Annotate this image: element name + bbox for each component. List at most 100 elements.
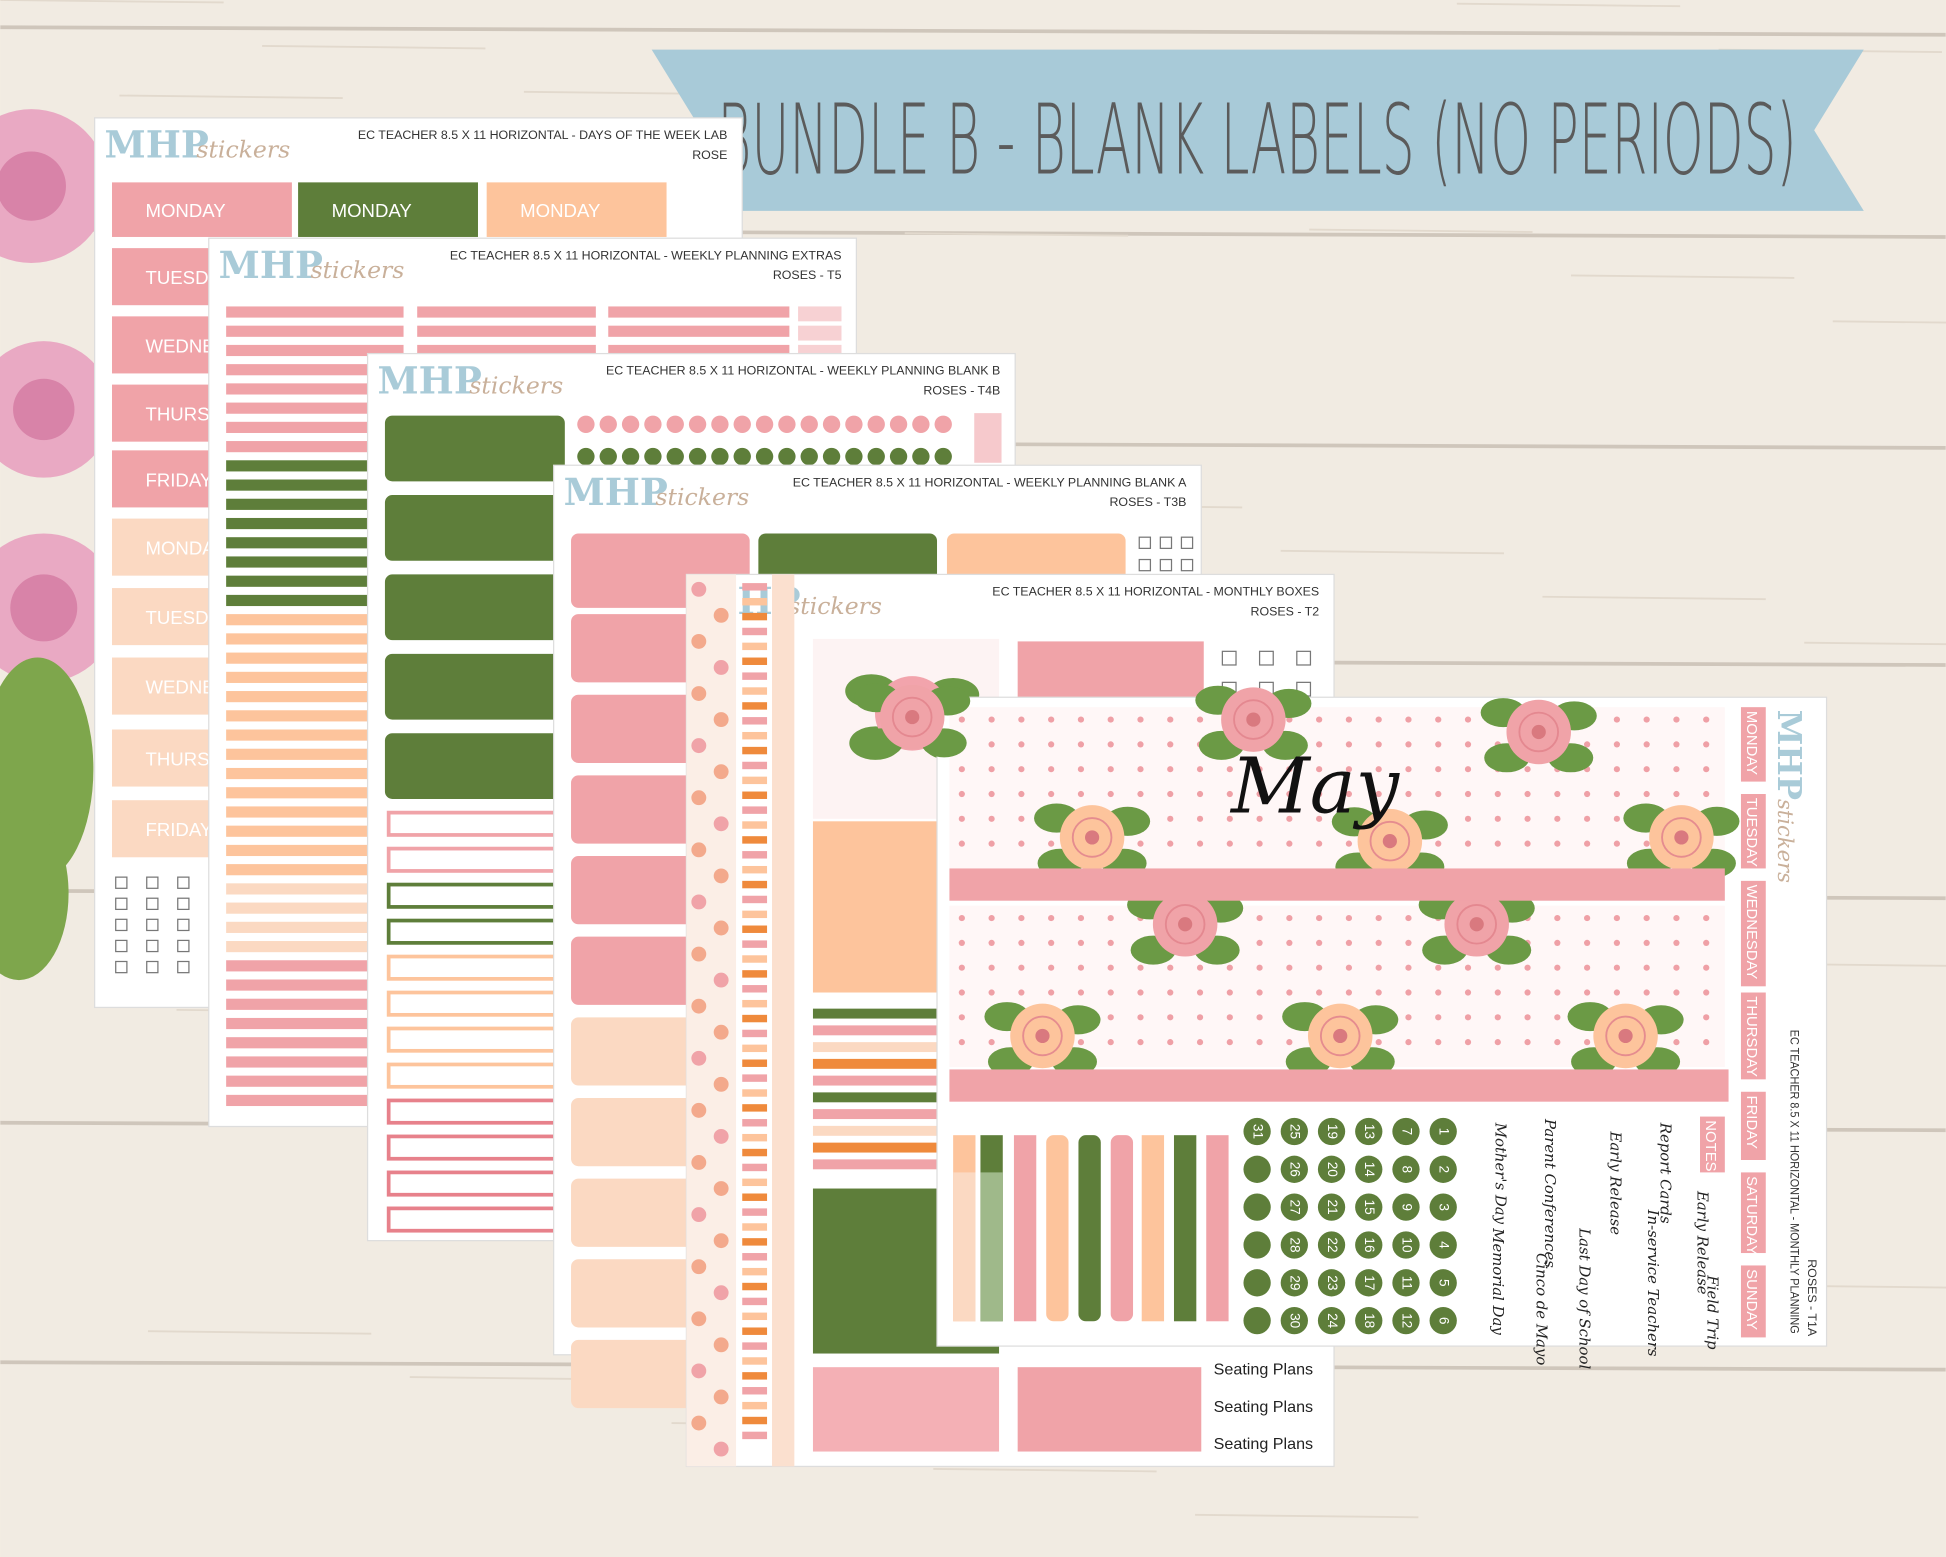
washi-stripe [742,717,768,725]
mini-rose [713,1389,729,1405]
polka-dot [958,840,965,847]
washi-stripe [742,925,768,933]
stripe-sticker [608,325,790,337]
polka-dot [1375,766,1382,773]
washi-stripe [742,672,768,680]
pattern-sticker [974,413,1002,463]
polka-dot [1554,815,1561,822]
date-dot [1243,1231,1271,1259]
polka-dot [958,716,965,723]
box-sticker [1017,641,1204,701]
polka-dot [1048,766,1055,773]
wood-grain [1280,549,1505,555]
polka-dot [1613,790,1620,798]
polka-dot [1107,939,1114,946]
date-number: 26 [1288,1162,1303,1177]
date-dot [1429,1307,1457,1335]
polka-dot [1048,840,1055,847]
polka-dot [1137,1014,1144,1021]
checkbox [1159,536,1173,549]
polka-dot [988,964,995,971]
washi-stripe [742,1163,768,1172]
washi-stripe [742,821,768,829]
stripe-sticker [226,441,404,453]
polka-dot [1494,815,1501,822]
polka-dot [1226,1039,1233,1046]
mini-rose [691,842,707,858]
polka-dot [1018,989,1025,996]
polka-dot [1345,741,1353,748]
mini-rose [713,816,729,832]
polka-dot [1524,989,1531,996]
polka-dot [958,964,965,971]
polka-dot [1464,840,1472,847]
date-number: 19 [1325,1124,1340,1139]
sheet: May1234567891011121314151617181920212223… [854,683,1828,1369]
rose-core [1333,1028,1348,1044]
date-dot [1392,1193,1420,1221]
stripe-sticker [226,306,404,318]
stripe-sticker [812,1058,1000,1069]
tab-sticker [1206,1135,1229,1322]
stripe-sticker [226,652,404,664]
dot-sticker [867,447,885,466]
dot-sticker [644,447,662,466]
polka-dot [1107,790,1114,798]
mini-rose [713,1285,729,1301]
polka-dot [988,914,995,922]
polka-dot [1613,914,1620,922]
polka-dot [1345,914,1353,922]
rose-core [1178,917,1193,932]
stripe-sticker [226,1037,404,1049]
rose-core [1382,834,1397,849]
polka-dot [1703,741,1710,748]
polka-dot [1524,1039,1531,1046]
polka-dot [1256,914,1263,922]
date-number: 11 [1399,1276,1414,1290]
dot-sticker [822,447,841,466]
brand-script: stickers [196,136,290,164]
plank-seam [0,25,1946,37]
brand-script: stickers [655,483,749,511]
polka-dot [1137,766,1144,773]
mini-rose [691,790,707,806]
stripe-sticker [226,844,404,857]
washi-stripe [742,1074,768,1082]
wood-grain [147,1330,372,1335]
polka-dot [1286,964,1293,971]
tab-sticker [1046,1135,1069,1322]
date-dot [1317,1307,1346,1335]
polka-dot [1435,1014,1442,1021]
polka-dot [1286,914,1293,922]
washi-stripe [742,776,768,785]
sheet-code: ROSES - T2 [1250,604,1319,618]
stripe-sticker [226,729,404,741]
washi-stripe [742,895,768,904]
phrase-sticker: Cinco de Mayo [1532,1253,1550,1365]
stripe-sticker [798,325,842,341]
washi-stripe [742,1104,768,1112]
date-number: 15 [1362,1200,1377,1215]
checkbox [177,918,190,932]
stripe-sticker [226,864,404,876]
polka-dot [1167,840,1174,847]
polka-dot [1435,840,1442,847]
polka-dot [1435,716,1442,723]
polka-dot [1494,1014,1501,1021]
mini-rose [691,1415,707,1431]
polka-dot [1107,989,1114,996]
washi-stripe [742,851,768,859]
polka-dot [1613,964,1620,971]
polka-dot [1613,939,1620,946]
polka-dot [1077,964,1085,971]
polka-dot [1494,1039,1501,1046]
flower-center [0,151,66,221]
stripe-sticker [812,1008,1000,1019]
day-tab [1740,1265,1766,1338]
polka-dot [988,815,995,822]
polka-dot [1316,914,1323,922]
phrase-sticker: Field Trip [1703,1274,1721,1350]
polka-dot [1703,790,1710,798]
polka-dot [1137,964,1144,971]
dot-sticker [755,415,774,433]
